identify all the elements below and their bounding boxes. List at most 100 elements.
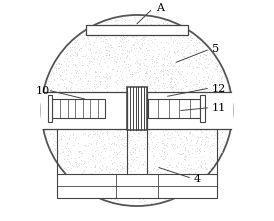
Point bbox=[64, 159, 68, 162]
Point bbox=[159, 187, 164, 191]
Point bbox=[173, 82, 177, 86]
Point bbox=[109, 126, 114, 129]
Point bbox=[179, 137, 183, 140]
Point bbox=[88, 177, 92, 181]
Point bbox=[57, 89, 62, 93]
Point bbox=[145, 181, 150, 184]
Point bbox=[159, 64, 164, 67]
Point bbox=[93, 181, 97, 185]
Point bbox=[107, 25, 111, 29]
Point bbox=[186, 119, 191, 122]
Point bbox=[141, 162, 145, 166]
Point bbox=[78, 87, 82, 90]
Point bbox=[137, 67, 141, 70]
Point bbox=[161, 130, 165, 133]
Point bbox=[181, 170, 185, 173]
Point bbox=[115, 138, 120, 142]
Point bbox=[102, 75, 106, 78]
Point bbox=[112, 28, 116, 32]
Point bbox=[142, 23, 147, 27]
Point bbox=[95, 129, 99, 132]
Point bbox=[154, 67, 158, 70]
Point bbox=[109, 58, 113, 61]
Point bbox=[108, 28, 112, 32]
Point bbox=[161, 125, 165, 129]
Point bbox=[169, 79, 174, 83]
Point bbox=[198, 55, 202, 58]
Point bbox=[42, 102, 47, 106]
Point bbox=[115, 122, 119, 126]
Point bbox=[63, 56, 67, 59]
Point bbox=[55, 112, 59, 116]
Point bbox=[195, 65, 199, 69]
Point bbox=[120, 165, 124, 169]
Point bbox=[104, 168, 108, 171]
Point bbox=[117, 133, 122, 137]
Point bbox=[93, 112, 97, 115]
Point bbox=[135, 95, 139, 99]
Point bbox=[212, 129, 216, 132]
Point bbox=[136, 173, 140, 177]
Point bbox=[196, 158, 201, 162]
Point bbox=[168, 108, 173, 112]
Point bbox=[69, 156, 74, 160]
Point bbox=[89, 92, 93, 96]
Point bbox=[104, 71, 108, 74]
Point bbox=[142, 41, 146, 45]
Point bbox=[123, 18, 127, 22]
Point bbox=[199, 142, 203, 145]
Point bbox=[72, 107, 76, 110]
Point bbox=[68, 91, 73, 95]
Point bbox=[160, 63, 165, 66]
Point bbox=[64, 142, 69, 145]
Point bbox=[88, 48, 92, 51]
Point bbox=[82, 127, 87, 131]
Point bbox=[201, 158, 206, 162]
Point bbox=[59, 137, 63, 141]
Point bbox=[116, 64, 120, 68]
Point bbox=[93, 30, 97, 33]
Point bbox=[167, 22, 171, 25]
Point bbox=[101, 131, 106, 134]
Point bbox=[136, 175, 141, 179]
Point bbox=[76, 42, 80, 46]
Point bbox=[229, 115, 233, 118]
Point bbox=[226, 86, 230, 90]
Point bbox=[161, 103, 165, 107]
Point bbox=[155, 104, 159, 108]
Point bbox=[102, 194, 107, 197]
Point bbox=[70, 163, 75, 167]
Point bbox=[162, 48, 166, 52]
Point bbox=[162, 100, 166, 104]
Point bbox=[146, 202, 151, 206]
Point bbox=[151, 146, 155, 149]
Point bbox=[204, 127, 208, 130]
Point bbox=[119, 142, 123, 146]
Point bbox=[47, 130, 51, 133]
Point bbox=[137, 200, 141, 204]
Point bbox=[114, 152, 119, 156]
Point bbox=[213, 61, 218, 65]
Point bbox=[91, 132, 95, 135]
Point bbox=[155, 92, 159, 95]
Point bbox=[136, 179, 141, 182]
Point bbox=[215, 146, 220, 149]
Point bbox=[122, 144, 127, 148]
Point bbox=[195, 41, 199, 44]
Point bbox=[201, 78, 206, 82]
Point bbox=[115, 69, 120, 73]
Point bbox=[229, 110, 233, 114]
Point bbox=[98, 144, 102, 148]
Point bbox=[146, 84, 150, 88]
Point bbox=[131, 199, 135, 202]
Point bbox=[88, 132, 92, 136]
Point bbox=[117, 108, 121, 112]
Point bbox=[142, 25, 147, 29]
Point bbox=[143, 71, 147, 75]
Point bbox=[169, 107, 174, 110]
Point bbox=[224, 103, 229, 107]
Point bbox=[93, 82, 98, 86]
Point bbox=[142, 183, 146, 187]
Point bbox=[184, 95, 188, 99]
Point bbox=[119, 16, 124, 19]
